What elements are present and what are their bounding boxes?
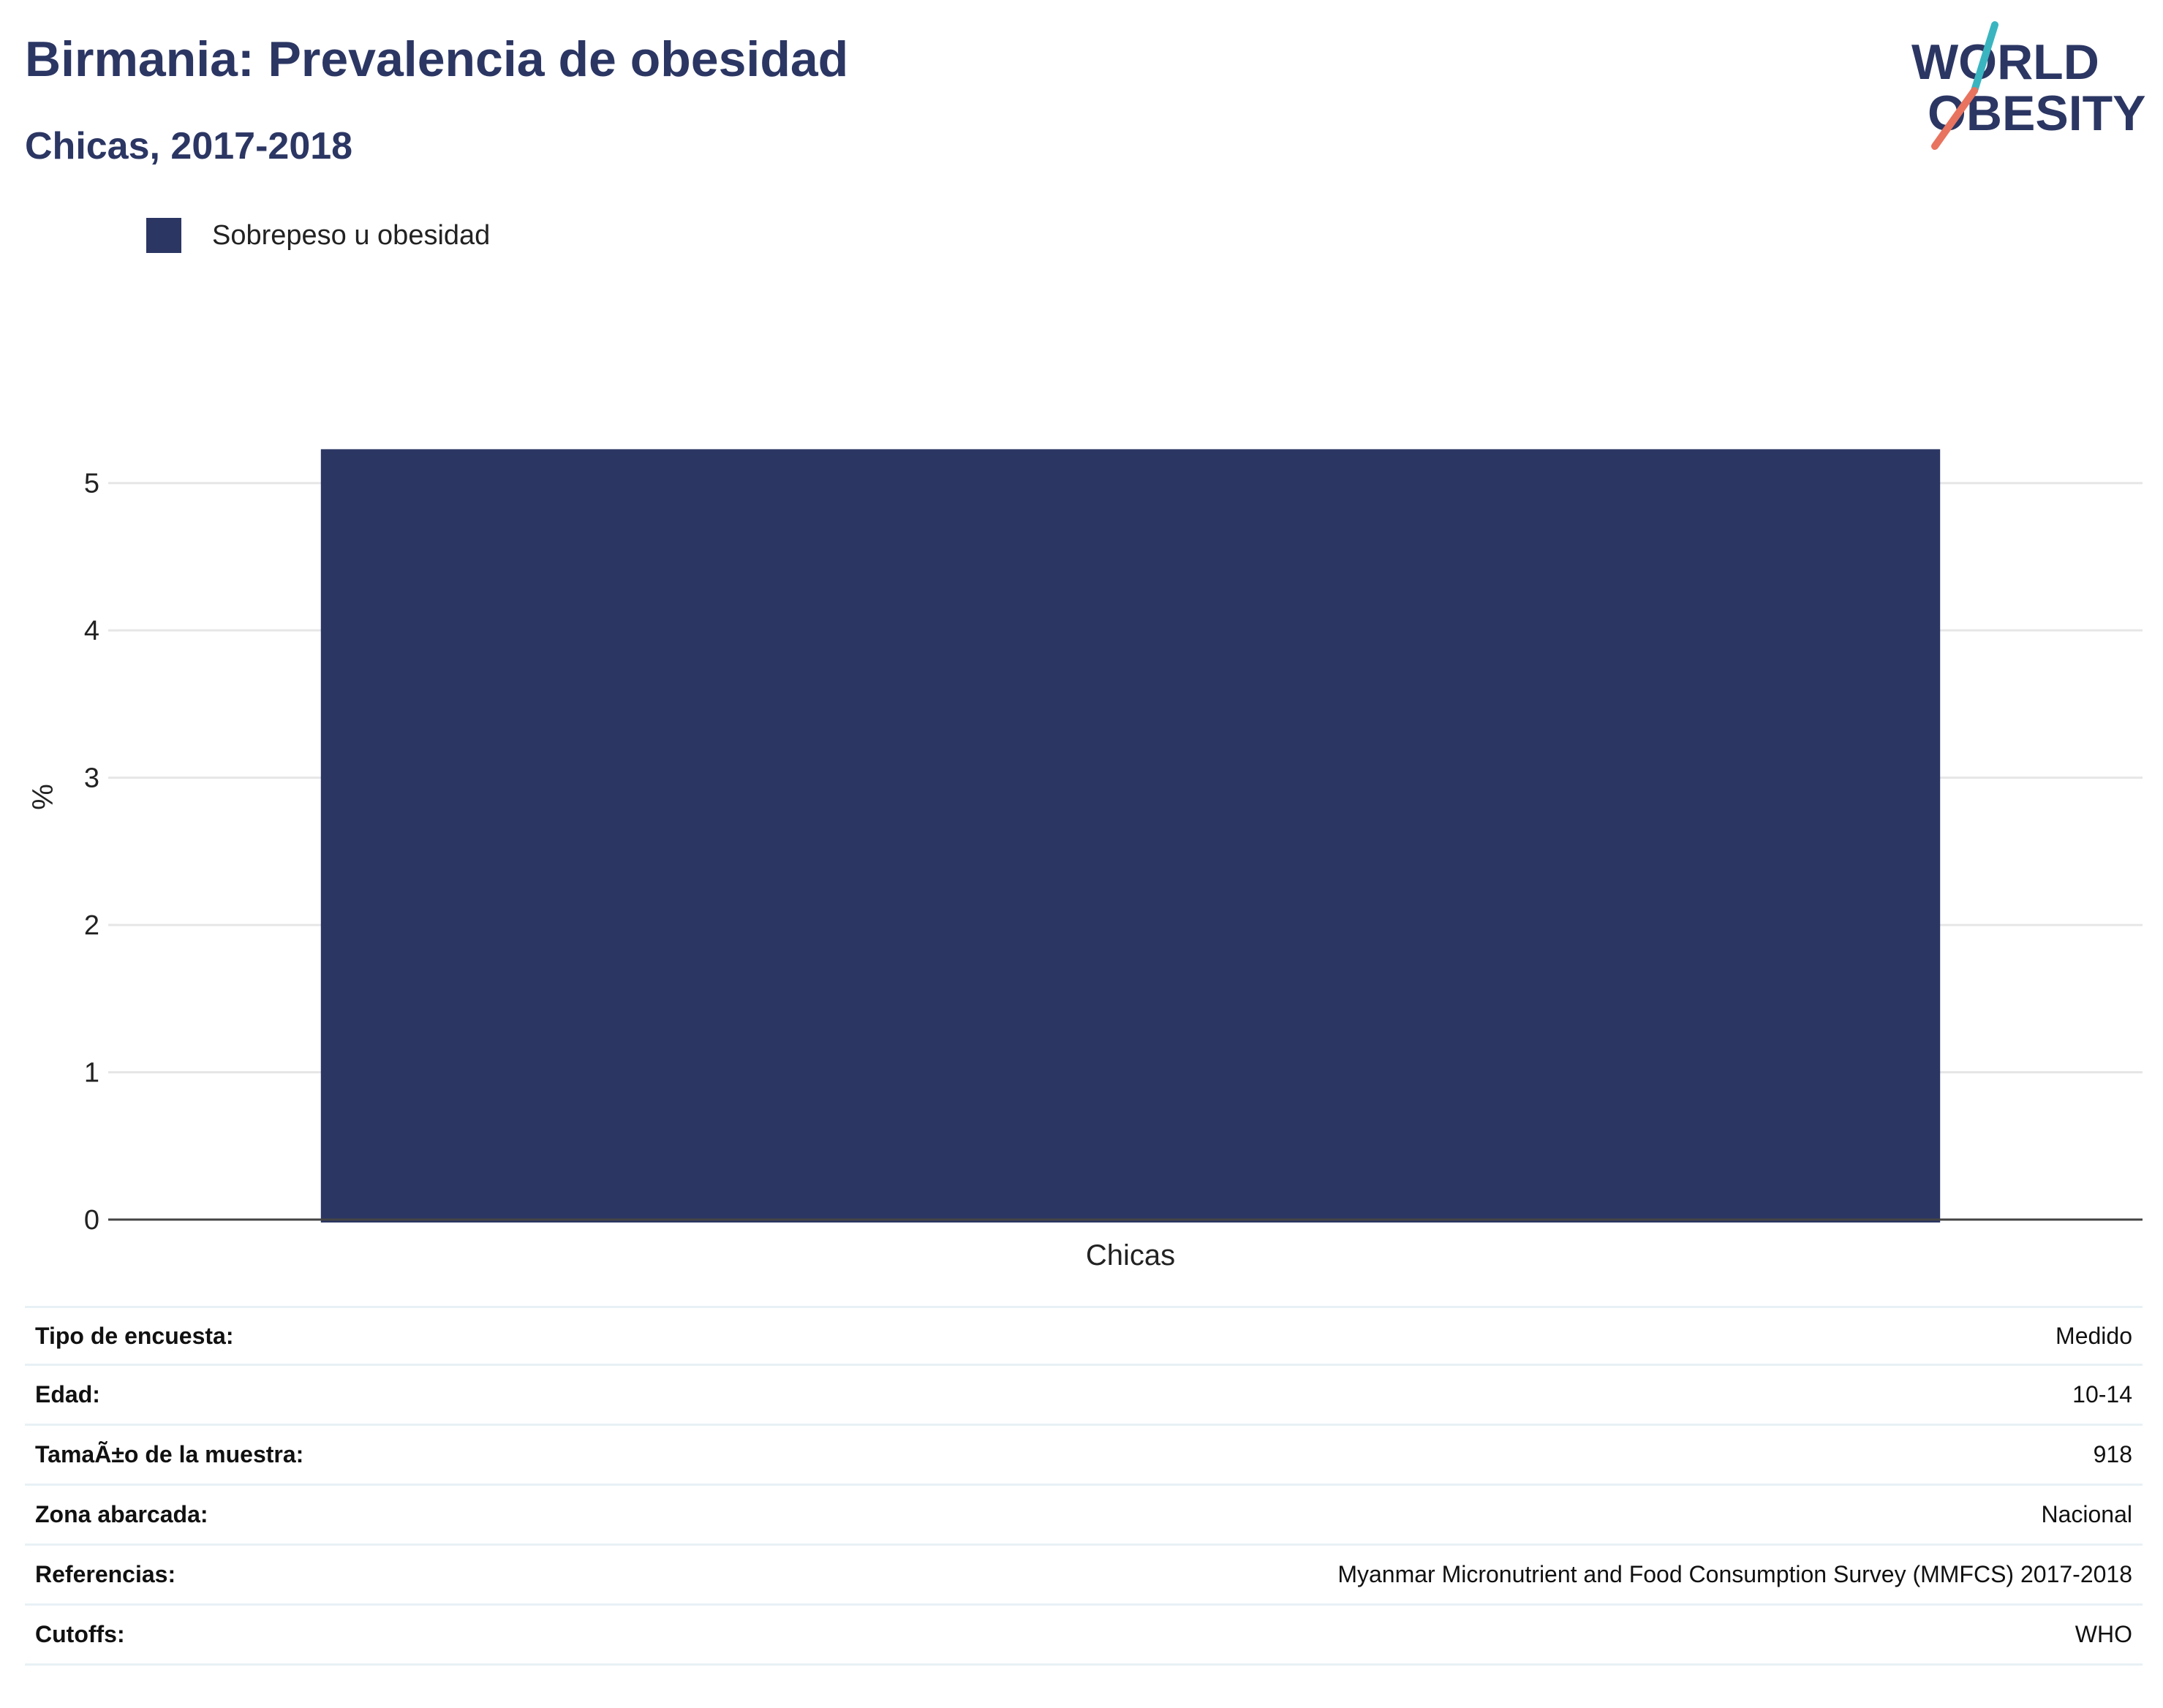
survey-info-table: Tipo de encuesta: Medido Edad: 10-14 Tam… [25,1306,2143,1666]
y-tick-label: 4 [84,616,99,646]
info-row-area: Zona abarcada: Nacional [25,1486,2143,1546]
logo-line-1: WORLD [1911,34,2099,90]
chart-title: Birmania: Prevalencia de obesidad [25,31,849,87]
logo-slash-top [1971,21,1998,94]
bar-chart: 0 1 2 3 4 5 Chicas % [27,449,2143,1271]
world-obesity-logo: WORLD OBESITY [1911,21,2146,150]
info-value: 10-14 [2072,1381,2132,1407]
logo-line-2: OBESITY [1928,86,2146,141]
chart-legend[interactable]: Sobrepeso u obesidad [146,216,490,254]
info-key: Tipo de encuesta: [35,1322,234,1349]
y-tick-label: 5 [84,469,99,499]
info-row-references: Referencias: Myanmar Micronutrient and F… [25,1546,2143,1606]
y-tick-label: 2 [84,910,99,941]
legend-swatch [146,218,181,253]
y-tick-label: 3 [84,763,99,794]
chart-subtitle: Chicas, 2017-2018 [25,125,353,167]
info-row-survey-type: Tipo de encuesta: Medido [25,1306,2143,1366]
info-row-sample-size: TamaÃ±o de la muestra: 918 [25,1426,2143,1486]
y-tick-label: 1 [84,1058,99,1089]
info-value: Medido [2056,1322,2132,1349]
info-row-age: Edad: 10-14 [25,1366,2143,1426]
info-key: Cutoffs: [35,1621,125,1647]
info-value: Nacional [2041,1501,2132,1527]
logo-slash-bottom [1931,87,1978,150]
x-tick-label: Chicas [1086,1239,1175,1271]
y-tick-label: 0 [84,1205,99,1236]
info-key: Edad: [35,1381,100,1407]
info-value: WHO [2075,1621,2132,1647]
info-row-cutoffs: Cutoffs: WHO [25,1606,2143,1666]
bar-chicas[interactable] [320,449,1941,1223]
info-value: 918 [2093,1441,2132,1467]
info-key: Referencias: [35,1561,176,1587]
y-axis-label: % [27,784,59,810]
info-key: TamaÃ±o de la muestra: [35,1441,304,1467]
info-key: Zona abarcada: [35,1501,208,1527]
info-value: Myanmar Micronutrient and Food Consumpti… [1337,1561,2132,1587]
legend-label: Sobrepeso u obesidad [212,219,491,251]
